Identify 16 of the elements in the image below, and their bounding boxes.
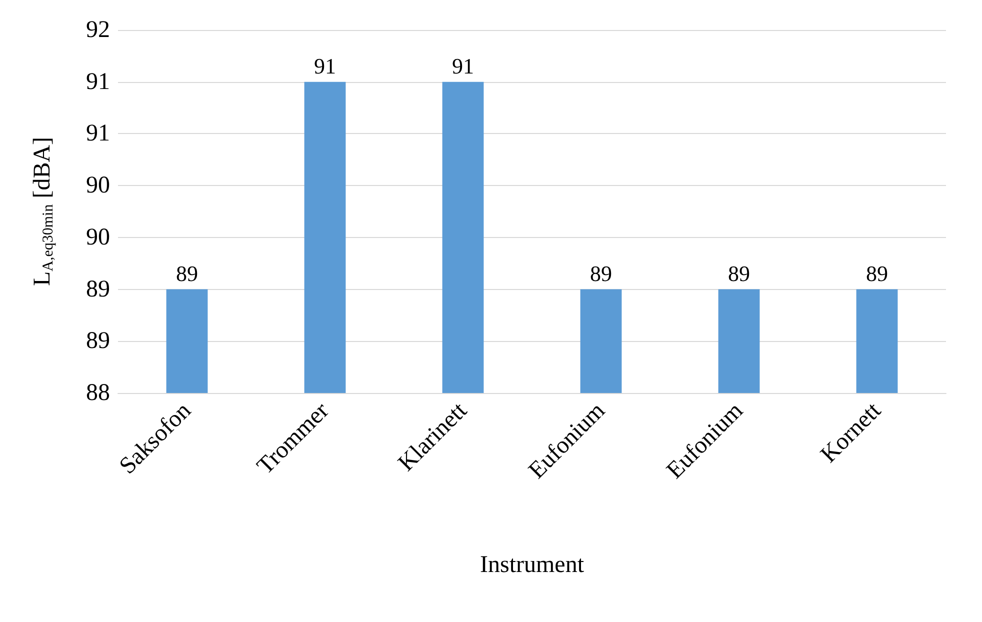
y-tick-label: 92 bbox=[86, 17, 110, 43]
y-tick-label: 91 bbox=[86, 68, 110, 95]
y-tick-label: 90 bbox=[86, 172, 110, 199]
data-label: 89 bbox=[590, 260, 612, 286]
data-label: 89 bbox=[866, 260, 888, 286]
y-tick-label: 89 bbox=[86, 328, 110, 354]
y-tick-label: 91 bbox=[86, 120, 110, 147]
data-label: 89 bbox=[176, 260, 198, 286]
data-label: 91 bbox=[314, 53, 336, 78]
y-tick-label: 89 bbox=[86, 276, 110, 302]
x-axis-title: Instrument bbox=[480, 552, 584, 578]
y-axis-title: LA,eq30min [dBA] bbox=[30, 136, 56, 286]
y-tick-label: 90 bbox=[86, 224, 110, 250]
data-label: 91 bbox=[452, 53, 474, 78]
data-label: 89 bbox=[728, 260, 750, 286]
y-tick-label: 88 bbox=[86, 380, 110, 406]
